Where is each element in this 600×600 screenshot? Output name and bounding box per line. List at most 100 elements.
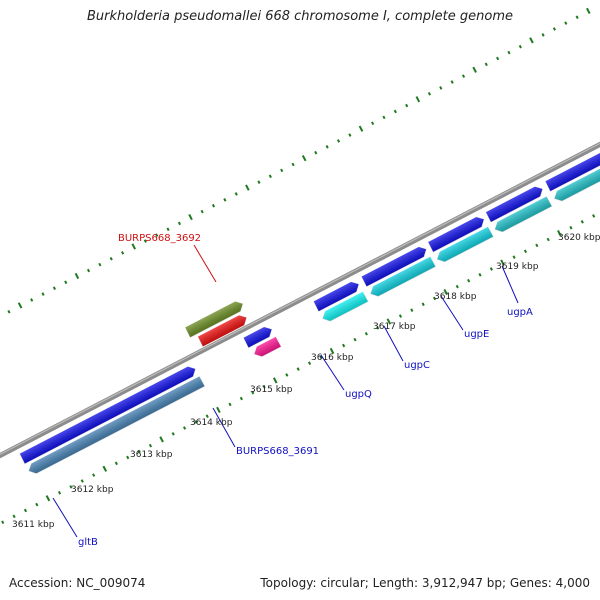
gene-feature-ugpc-reverse[interactable]	[367, 255, 437, 299]
tick-mark	[35, 502, 39, 507]
chromosome-backbone-highlight	[0, 114, 600, 475]
leader-line	[383, 325, 404, 362]
tick-mark	[564, 21, 568, 25]
leader-line	[212, 407, 236, 448]
accession-text: Accession: NC_009074	[9, 576, 146, 590]
tick-mark	[216, 406, 221, 413]
tick-mark	[443, 288, 448, 296]
tick-mark	[296, 367, 300, 371]
tick-mark	[12, 514, 16, 519]
tick-mark	[348, 133, 352, 137]
tick-mark	[329, 347, 335, 355]
tick-mark	[405, 103, 409, 108]
tick-mark	[177, 221, 181, 226]
gene-label[interactable]: ugpQ	[345, 389, 372, 400]
tick-mark	[427, 92, 432, 96]
kbp-label: 3619 kbp	[496, 262, 539, 272]
gene-feature-reverse[interactable]	[551, 156, 600, 205]
gene-label[interactable]: BURPS668_3692	[118, 233, 201, 244]
gene-label[interactable]: gltB	[78, 537, 98, 548]
tick-mark	[41, 292, 45, 296]
gene-feature-burps668_3692-reverse[interactable]	[196, 312, 250, 348]
gene-feature-ugpa-forward[interactable]	[484, 183, 546, 224]
tick-mark	[200, 209, 204, 214]
leader-line	[193, 244, 217, 283]
tick-mark	[98, 262, 102, 267]
tick-mark	[137, 449, 141, 454]
tick-mark	[205, 414, 209, 418]
gene-feature-burps668_3691-forward[interactable]	[242, 324, 275, 349]
tick-mark	[239, 396, 243, 401]
outer-tick-row	[7, 7, 591, 314]
tick-mark	[64, 280, 68, 285]
tick-mark	[455, 284, 459, 289]
gene-feature-ugpc-forward[interactable]	[360, 244, 430, 288]
tick-mark	[507, 50, 511, 55]
tick-mark	[580, 220, 584, 224]
tick-mark	[245, 184, 250, 191]
tick-mark	[523, 249, 528, 254]
tick-mark	[432, 296, 437, 301]
tick-mark	[319, 355, 323, 360]
tick-mark	[17, 302, 23, 309]
leader-line	[52, 497, 78, 538]
gene-feature-forward[interactable]	[544, 145, 600, 193]
tick-mark	[336, 139, 341, 143]
gene-feature-ugpq-reverse[interactable]	[319, 290, 370, 324]
tick-mark	[382, 115, 386, 120]
kbp-label: 3618 kbp	[434, 292, 477, 302]
tick-mark	[188, 213, 193, 221]
tick-mark	[52, 286, 56, 290]
tick-mark	[285, 373, 289, 377]
label-layer: 3611 kbp 3612 kbp 3613 kbp 3614 kbp 3615 kbp…	[12, 233, 600, 548]
gene-label[interactable]: ugpA	[507, 307, 533, 318]
gene-feature-burps668_3691-reverse[interactable]	[251, 335, 283, 360]
map-title: Burkholderia pseudomallei 668 chromosome…	[86, 9, 514, 24]
tick-mark	[211, 203, 216, 208]
tick-mark	[291, 162, 295, 167]
gene-feature-gltb-reverse[interactable]	[26, 375, 206, 477]
tick-mark	[126, 455, 130, 460]
tick-mark	[541, 33, 545, 37]
leader-line	[501, 265, 519, 304]
tick-mark	[569, 225, 573, 230]
leader-line	[320, 354, 345, 391]
gene-label[interactable]: ugpC	[404, 360, 430, 371]
gene-feature-ugpe-forward[interactable]	[426, 214, 488, 254]
tick-mark	[92, 473, 96, 477]
tick-mark	[251, 390, 255, 395]
kbp-label: 3615 kbp	[250, 385, 293, 395]
tick-mark	[353, 337, 357, 342]
tick-mark	[529, 37, 534, 44]
tick-mark	[194, 420, 198, 424]
gene-feature-gltb-forward[interactable]	[18, 363, 199, 465]
tick-mark	[109, 256, 113, 261]
tick-mark	[86, 268, 91, 273]
gene-label[interactable]: BURPS668_3691	[236, 446, 319, 457]
tick-mark	[234, 192, 238, 196]
tick-mark	[342, 343, 346, 348]
tick-mark	[155, 233, 159, 237]
tick-mark	[535, 243, 539, 248]
tick-mark	[182, 426, 187, 430]
tick-mark	[80, 479, 84, 483]
kbp-label: 3612 kbp	[71, 485, 114, 495]
kbp-label: 3616 kbp	[311, 353, 354, 363]
gene-feature-ugpq-forward[interactable]	[312, 279, 362, 313]
tick-mark	[1, 520, 5, 525]
tick-mark	[371, 121, 375, 126]
tick-mark	[301, 155, 307, 162]
gene-feature-ugpa-reverse[interactable]	[492, 195, 553, 235]
tick-mark	[500, 259, 505, 266]
tick-mark	[57, 490, 62, 495]
leader-line	[440, 295, 464, 331]
gene-feature-burps668_3692-forward[interactable]	[183, 298, 246, 339]
tick-mark	[69, 485, 73, 489]
gene-feature-ugpe-reverse[interactable]	[434, 225, 495, 265]
tick-mark	[592, 214, 596, 218]
tick-mark	[102, 465, 108, 472]
tick-mark	[484, 62, 488, 67]
tick-mark	[257, 180, 261, 184]
gene-label[interactable]: ugpE	[464, 329, 489, 340]
tick-mark	[376, 326, 380, 330]
